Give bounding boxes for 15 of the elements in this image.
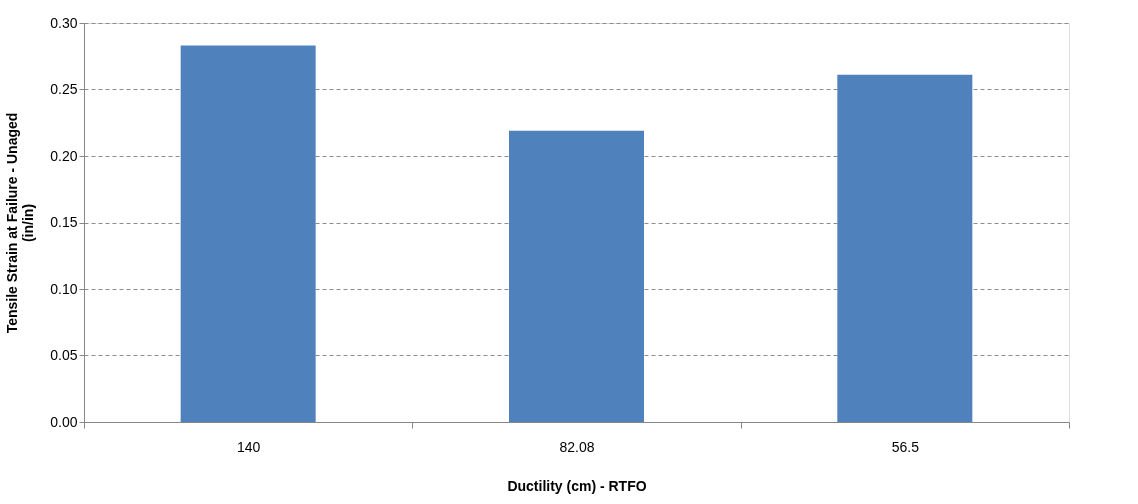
y-tick-label: 0.15 [50, 214, 78, 230]
y-tick-label: 0.00 [50, 413, 78, 430]
y-tick-label: 0.30 [50, 14, 78, 31]
bar [180, 45, 316, 422]
bar [509, 130, 644, 422]
y-tick-label: 0.05 [50, 347, 78, 363]
bar [837, 74, 973, 422]
y-tick-label: 0.25 [50, 81, 78, 97]
y-axis-title: Tensile Strain at Failure - Unaged (in/in) [4, 112, 37, 334]
y-tick-label: 0.10 [50, 280, 78, 297]
x-tick-label: 140 [236, 438, 261, 455]
x-tick-label: 82.08 [559, 438, 595, 455]
x-tick-label: 56.5 [891, 438, 920, 455]
x-axis-title: Ductility (cm) - RTFO [507, 477, 647, 494]
y-tick-label: 0.20 [50, 147, 78, 164]
